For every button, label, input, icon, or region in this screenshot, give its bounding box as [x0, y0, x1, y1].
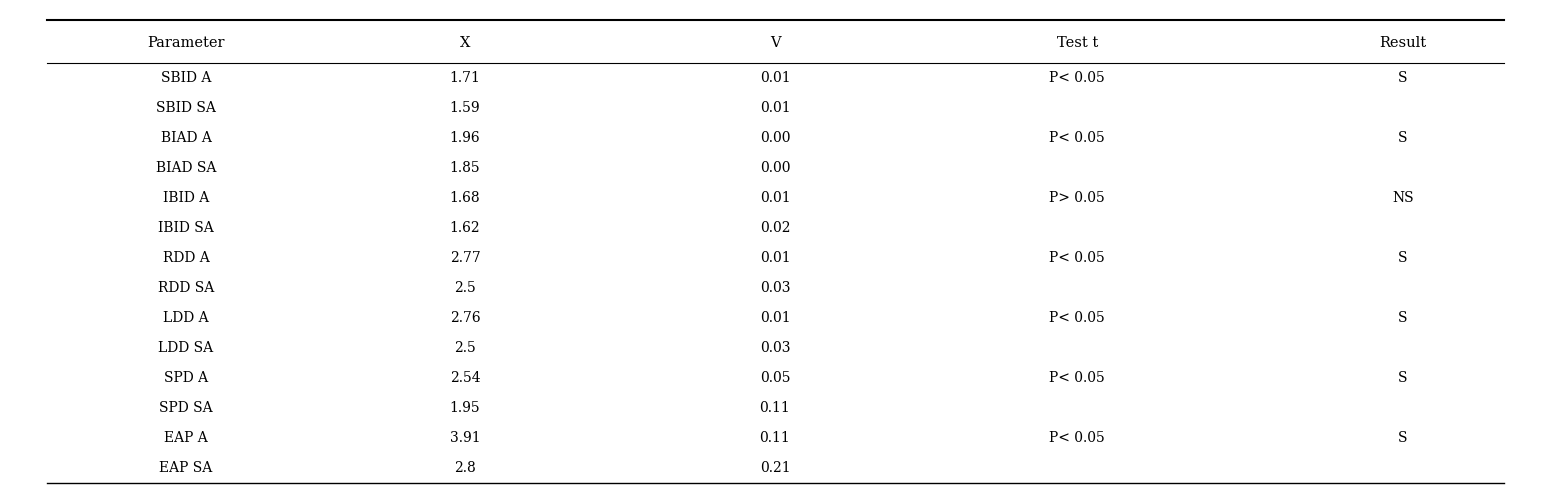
Text: 0.01: 0.01 [760, 71, 790, 85]
Text: P< 0.05: P< 0.05 [1049, 71, 1105, 85]
Text: BIAD SA: BIAD SA [157, 161, 215, 175]
Text: V: V [770, 36, 780, 50]
Text: SBID SA: SBID SA [157, 101, 215, 115]
Text: SBID A: SBID A [161, 71, 211, 85]
Text: 3.91: 3.91 [449, 431, 480, 445]
Text: 0.01: 0.01 [760, 101, 790, 115]
Text: 2.8: 2.8 [454, 461, 476, 475]
Text: S: S [1398, 431, 1407, 445]
Text: S: S [1398, 311, 1407, 325]
Text: 2.76: 2.76 [449, 311, 480, 325]
Text: X: X [460, 36, 470, 50]
Text: SPD A: SPD A [164, 371, 208, 385]
Text: P< 0.05: P< 0.05 [1049, 131, 1105, 145]
Text: 1.62: 1.62 [449, 221, 480, 235]
Text: LDD A: LDD A [163, 311, 209, 325]
Text: 0.03: 0.03 [760, 341, 790, 355]
Text: S: S [1398, 131, 1407, 145]
Text: S: S [1398, 371, 1407, 385]
Text: EAP SA: EAP SA [160, 461, 212, 475]
Text: 1.95: 1.95 [449, 401, 480, 415]
Text: IBID SA: IBID SA [158, 221, 214, 235]
Text: 0.21: 0.21 [760, 461, 790, 475]
Text: S: S [1398, 71, 1407, 85]
Text: 0.05: 0.05 [760, 371, 790, 385]
Text: 0.11: 0.11 [760, 431, 790, 445]
Text: P< 0.05: P< 0.05 [1049, 251, 1105, 265]
Text: SPD SA: SPD SA [160, 401, 212, 415]
Text: P< 0.05: P< 0.05 [1049, 431, 1105, 445]
Text: 0.01: 0.01 [760, 251, 790, 265]
Text: BIAD A: BIAD A [161, 131, 211, 145]
Text: 2.5: 2.5 [454, 281, 476, 295]
Text: 1.59: 1.59 [449, 101, 480, 115]
Text: 0.01: 0.01 [760, 311, 790, 325]
Text: 1.85: 1.85 [449, 161, 480, 175]
Text: 0.00: 0.00 [760, 161, 790, 175]
Text: 1.71: 1.71 [449, 71, 480, 85]
Text: 2.54: 2.54 [449, 371, 480, 385]
Text: 0.01: 0.01 [760, 191, 790, 205]
Text: P< 0.05: P< 0.05 [1049, 311, 1105, 325]
Text: 0.02: 0.02 [760, 221, 790, 235]
Text: EAP A: EAP A [164, 431, 208, 445]
Text: P< 0.05: P< 0.05 [1049, 371, 1105, 385]
Text: LDD SA: LDD SA [158, 341, 214, 355]
Text: Parameter: Parameter [147, 36, 225, 50]
Text: P> 0.05: P> 0.05 [1049, 191, 1105, 205]
Text: 2.5: 2.5 [454, 341, 476, 355]
Text: 1.68: 1.68 [449, 191, 480, 205]
Text: 1.96: 1.96 [449, 131, 480, 145]
Text: 2.77: 2.77 [449, 251, 480, 265]
Text: IBID A: IBID A [163, 191, 209, 205]
Text: 0.03: 0.03 [760, 281, 790, 295]
Text: NS: NS [1392, 191, 1414, 205]
Text: 0.00: 0.00 [760, 131, 790, 145]
Text: 0.11: 0.11 [760, 401, 790, 415]
Text: Result: Result [1380, 36, 1426, 50]
Text: RDD A: RDD A [163, 251, 209, 265]
Text: S: S [1398, 251, 1407, 265]
Text: RDD SA: RDD SA [158, 281, 214, 295]
Text: Test t: Test t [1057, 36, 1097, 50]
